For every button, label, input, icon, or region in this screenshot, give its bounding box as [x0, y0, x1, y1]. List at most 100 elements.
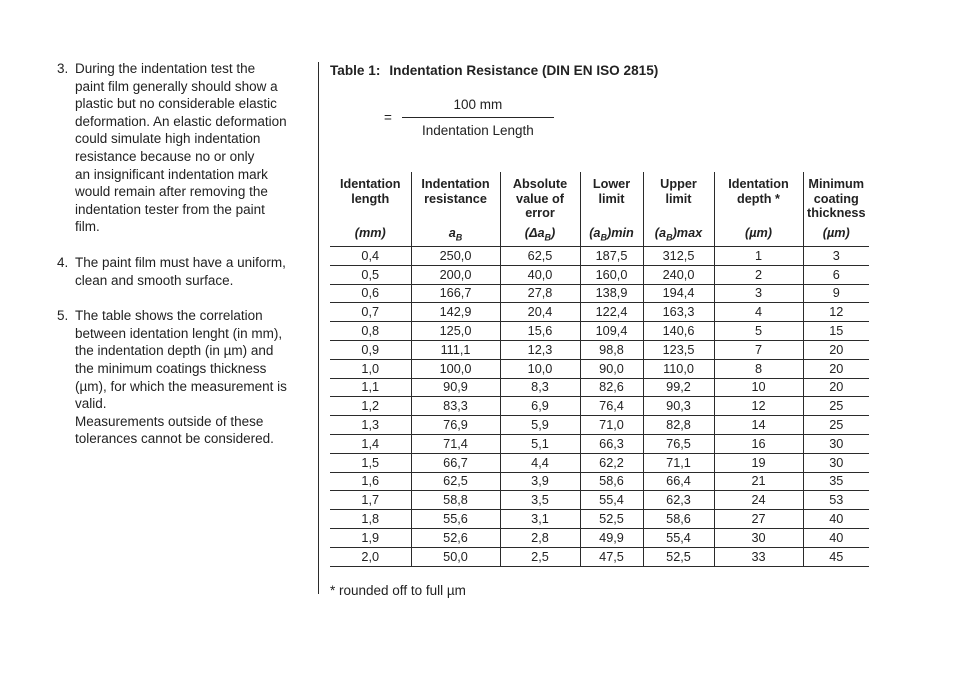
table-title-text: Indentation Resistance (DIN EN ISO 2815)	[389, 63, 659, 78]
table-cell: 90,9	[410, 378, 500, 398]
table-cell: 0,7	[330, 302, 411, 323]
table-cell: 14	[713, 415, 803, 435]
table-cell: 1	[713, 246, 803, 266]
unit-text: )min	[606, 226, 634, 241]
unit-subscript: B	[544, 233, 552, 243]
table-cell: 3,5	[499, 490, 580, 511]
table-cell: 312,5	[642, 246, 714, 266]
table-cell: 62,5	[499, 246, 580, 266]
table-cell: 1,7	[330, 490, 411, 511]
table-cell: 27	[713, 509, 803, 529]
table-row: 0,8 125,0 15,6 109,4 140,6 5 15	[330, 321, 869, 341]
table-cell: 194,4	[642, 284, 714, 304]
table-body: 0,4 250,0 62,5 187,5 312,5 1 3 0,5 200,0…	[330, 246, 869, 567]
formula-denominator: Indentation Length	[421, 123, 534, 138]
table-cell: 1,8	[330, 509, 411, 529]
table-cell: 82,6	[579, 378, 643, 398]
table-cell: 5,1	[499, 434, 580, 454]
column-header: Upper limit (aB)max	[642, 172, 714, 247]
table-row: 1,9 52,6 2,8 49,9 55,4 30 40	[330, 528, 869, 548]
table-cell: 30	[802, 453, 869, 473]
note-item: 3. During the indentation test the paint…	[57, 60, 325, 236]
table-cell: 0,9	[330, 340, 411, 360]
unit-text: (µm)	[822, 226, 850, 241]
unit-subscript: B	[600, 233, 607, 243]
table-cell: 8,3	[499, 378, 580, 398]
indentation-resistance-table: Identation length (mm) Indentation resis…	[330, 172, 869, 567]
table-title: Table 1: Indentation Resistance (DIN EN …	[330, 62, 870, 79]
notes-column: 3. During the indentation test the paint…	[57, 60, 325, 466]
table-row: 0,5 200,0 40,0 160,0 240,0 2 6	[330, 265, 869, 285]
table-cell: 2	[713, 265, 803, 285]
column-header: Absolute value of error (ΔaB)	[499, 172, 580, 247]
table-cell: 12	[802, 302, 869, 323]
table-cell: 76,9	[410, 415, 500, 435]
table-row: 2,0 50,0 2,5 47,5 52,5 33 45	[330, 547, 869, 567]
table-cell: 4	[713, 302, 803, 323]
table-cell: 2,5	[499, 547, 580, 567]
equals-sign: =	[384, 110, 392, 125]
note-text: During the indentation test the paint fi…	[75, 61, 287, 235]
table-cell: 40	[802, 509, 869, 529]
table-cell: 58,6	[642, 509, 714, 529]
table-cell: 0,8	[330, 321, 411, 341]
table-cell: 58,6	[579, 472, 643, 492]
table-cell: 55,6	[410, 509, 500, 529]
table-cell: 50,0	[410, 547, 500, 567]
formula: = 100 mm Indentation Length	[384, 96, 870, 139]
table-cell: 90,0	[579, 359, 643, 379]
unit-text: (mm)	[354, 226, 386, 241]
column-title: Lower limit	[592, 177, 631, 206]
table-cell: 15	[802, 321, 869, 341]
table-cell: 140,6	[642, 321, 714, 341]
table-cell: 5	[713, 321, 803, 341]
table-cell: 110,0	[642, 359, 714, 379]
table-footnote: * rounded off to full µm	[330, 582, 466, 598]
table-cell: 21	[713, 472, 803, 492]
table-cell: 52,5	[642, 547, 714, 567]
note-item: 4. The paint film must have a uniform, c…	[57, 254, 325, 289]
unit-text: (a	[654, 226, 667, 241]
table-cell: 111,1	[410, 340, 500, 360]
column-header: Indentation resistance aB	[410, 172, 500, 247]
table-cell: 55,4	[642, 528, 714, 548]
table-cell: 98,8	[579, 340, 643, 360]
unit-text: a	[448, 226, 456, 241]
note-number: 3.	[57, 61, 69, 76]
table-header: Identation length (mm) Indentation resis…	[330, 172, 869, 247]
unit-text: (Δa	[524, 226, 545, 241]
column-unit: (µm)	[806, 226, 868, 243]
unit-text: (µm)	[744, 226, 773, 241]
table-cell: 66,7	[410, 453, 500, 473]
table-cell: 123,5	[642, 340, 714, 360]
column-header: Lower limit (aB)min	[579, 172, 643, 247]
table-cell: 1,3	[330, 415, 411, 435]
unit-text: )	[551, 226, 556, 241]
table-cell: 138,9	[579, 284, 643, 304]
table-title-label: Table 1:	[330, 63, 381, 78]
unit-text: )max	[672, 226, 703, 241]
table-cell: 40,0	[499, 265, 580, 285]
column-title: Identation depth *	[728, 177, 789, 206]
table-cell: 6,9	[499, 396, 580, 417]
table-cell: 187,5	[579, 246, 643, 266]
column-title: Indentation resistance	[421, 177, 490, 206]
table-cell: 83,3	[410, 396, 500, 417]
table-cell: 45	[802, 547, 869, 567]
table-cell: 7	[713, 340, 803, 360]
column-unit: (aB)min	[583, 226, 641, 243]
table-cell: 0,5	[330, 265, 411, 285]
table-cell: 20	[802, 378, 869, 398]
column-title: Absolute value of error	[512, 177, 568, 220]
table-cell: 10,0	[499, 359, 580, 379]
table-cell: 30	[713, 528, 803, 548]
note-text: The paint film must have a uniform, clea…	[75, 254, 286, 288]
table-cell: 15,6	[499, 321, 580, 341]
table-cell: 71,4	[410, 434, 500, 454]
column-title: Minimum coating thickness	[806, 177, 866, 220]
table-cell: 20	[802, 359, 869, 379]
column-header: Identation depth * (µm)	[713, 172, 803, 247]
table-cell: 0,6	[330, 284, 411, 304]
table-row: 1,5 66,7 4,4 62,2 71,1 19 30	[330, 453, 869, 473]
note-item: 5. The table shows the correlation betwe…	[57, 307, 325, 448]
